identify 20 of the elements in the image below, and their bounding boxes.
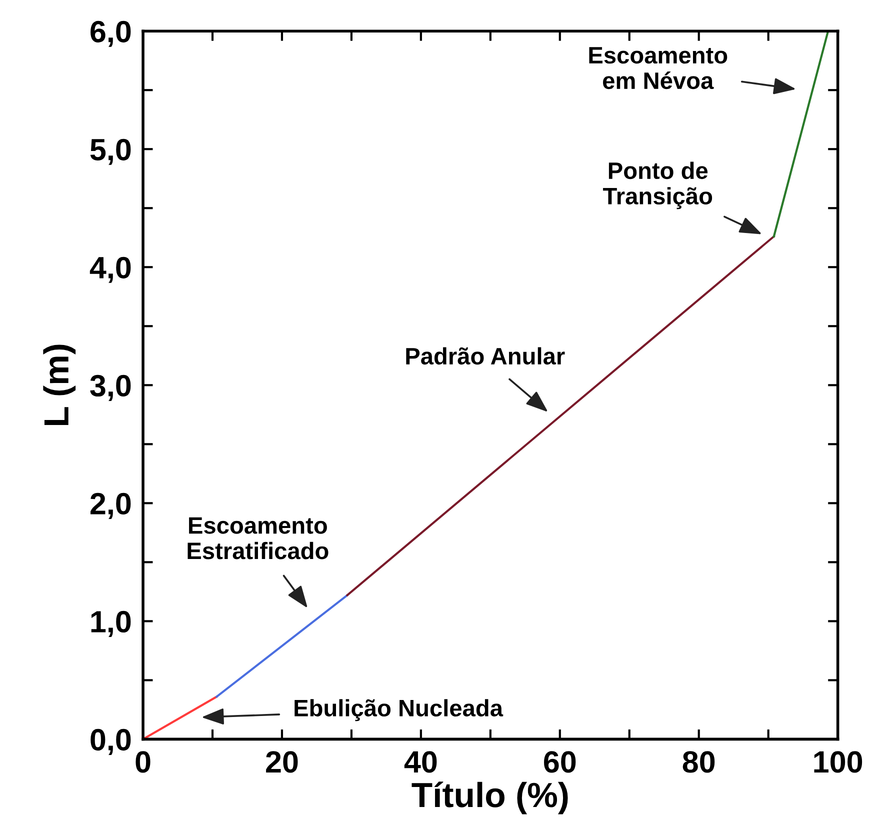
x-tick-label: 0	[136, 751, 150, 773]
annotation: Padrão Anular	[406, 347, 565, 365]
x-axis-title: Título (%)	[412, 782, 568, 814]
x-tick-label: 20	[266, 751, 298, 773]
y-tick-label: 2,0	[90, 492, 131, 519]
annotation: Escoamento em Névoa	[589, 47, 728, 90]
y-axis-title: L (m)	[43, 344, 76, 425]
y-tick-label: 3,0	[90, 374, 131, 401]
x-tick-label: 100	[814, 751, 862, 773]
x-tick-label: 60	[544, 751, 576, 773]
y-tick-label: 6,0	[90, 20, 131, 47]
annotation: Escoamento Estratificado	[188, 517, 328, 560]
annotation: Ponto de Transição	[603, 162, 712, 210]
y-tick-label: 1,0	[91, 610, 131, 637]
x-tick-label: 40	[404, 751, 437, 773]
y-tick-label: 5,0	[90, 138, 131, 165]
annotation: Ebulição Nucleada	[294, 699, 504, 722]
y-tick-label: 4,0	[90, 256, 131, 283]
y-tick-label: 0,0	[90, 728, 131, 756]
x-tick-label: 80	[682, 751, 715, 773]
